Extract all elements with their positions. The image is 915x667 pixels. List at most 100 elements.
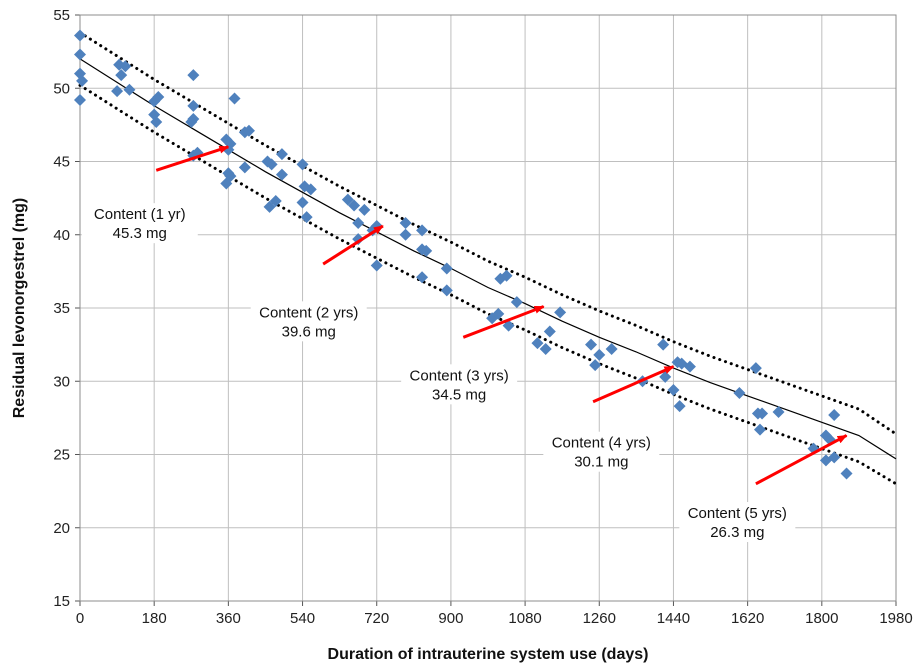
annotations: Content (1 yr) 45.3 mg Content (2 yrs) 39.6… [81,145,848,543]
data-point [673,400,686,413]
x-tick-label: 720 [364,610,389,627]
data-point [543,325,556,338]
annotation-label: Content (3 yrs) [410,367,509,384]
y-tick-label: 35 [53,300,70,317]
data-point [263,200,276,213]
data-point [123,83,136,96]
x-tick-label: 1260 [583,610,616,627]
x-tick-label: 540 [290,610,315,627]
data-point [74,93,86,106]
data-point [370,259,383,272]
fit-line [79,58,897,460]
y-tick-label: 20 [53,520,70,537]
data-point [416,271,429,284]
plot-frame [79,14,897,602]
y-tick-label: 25 [53,447,70,464]
data-point [348,199,361,212]
data-point [238,161,251,174]
annotation-value: 45.3 mg [113,225,167,242]
data-point [605,343,618,356]
data-point [593,348,606,361]
data-point [772,406,785,419]
confidence-bands [78,31,898,486]
data-point [269,195,282,208]
y-tick-label: 50 [53,80,70,97]
data-point [589,359,602,372]
annotation-arrow [755,434,848,486]
data-point [399,217,412,230]
annotation-arrow [592,365,675,404]
data-point [115,69,128,82]
data-point [185,115,198,128]
x-tick-label: 1080 [508,610,541,627]
data-point [657,338,670,351]
annotation-value: 26.3 mg [710,524,764,541]
annotation-value: 30.1 mg [574,454,628,471]
data-point [187,99,200,112]
data-point [74,29,86,42]
annotation-box [250,301,367,342]
x-axis-title: Duration of intrauterine system use (day… [328,646,649,663]
annotation-label: Content (1 yr) [94,206,186,223]
data-point [275,148,288,161]
data-point [667,384,680,397]
y-tick-label: 15 [53,593,70,610]
data-point [554,306,567,319]
data-point [539,343,552,356]
data-point [733,386,746,399]
data-point [749,362,762,375]
data-point [224,170,237,183]
data-point [150,115,163,128]
data-point [304,183,317,196]
annotation-label: Content (5 yrs) [688,505,787,522]
data-point [300,211,313,224]
annotation-arrow [322,224,384,266]
data-point [492,307,505,320]
annotation-box [81,203,198,244]
data-point [228,92,241,105]
data-point [296,196,309,209]
x-tick-label: 180 [142,610,167,627]
x-tick-label: 900 [438,610,463,627]
data-point [416,224,429,237]
x-tick-label: 1800 [805,610,838,627]
data-point [420,244,433,257]
data-point [76,74,89,87]
data-point [585,338,598,351]
data-point [119,60,132,73]
data-point [358,203,371,216]
data-points [74,29,853,480]
data-point [828,451,841,464]
upper-band-line [78,31,898,436]
annotation-box [679,502,796,543]
y-tick-label: 30 [53,373,70,390]
annotation-arrow [155,145,230,172]
data-point [74,48,86,61]
data-point [500,269,513,282]
x-tick-label: 360 [216,610,241,627]
data-point [341,193,354,206]
x-tick-label: 1980 [879,610,912,627]
data-point [828,408,841,421]
data-point [510,296,523,309]
data-point [531,337,544,350]
data-point [683,360,696,373]
tick-labels: 0 180 360 540 720 900 1080 1260 1440 1620 1800 1980… [53,7,912,627]
x-tick-label: 0 [76,610,84,627]
y-tick-label: 55 [53,7,70,24]
data-point [754,423,766,436]
y-axis-title: Residual levonorgestrel (mg) [11,198,28,419]
annotation-arrow [462,305,545,339]
y-tick-label: 40 [53,227,70,244]
data-point [275,168,288,181]
x-tick-label: 1620 [731,610,764,627]
annotation-label: Content (4 yrs) [552,435,651,452]
annotation-box [543,431,660,472]
data-point [440,262,453,275]
data-point [111,85,124,98]
x-tick-label: 1440 [657,610,690,627]
data-point [440,284,453,297]
lower-band-line [78,83,898,486]
fit-curve [79,58,897,460]
